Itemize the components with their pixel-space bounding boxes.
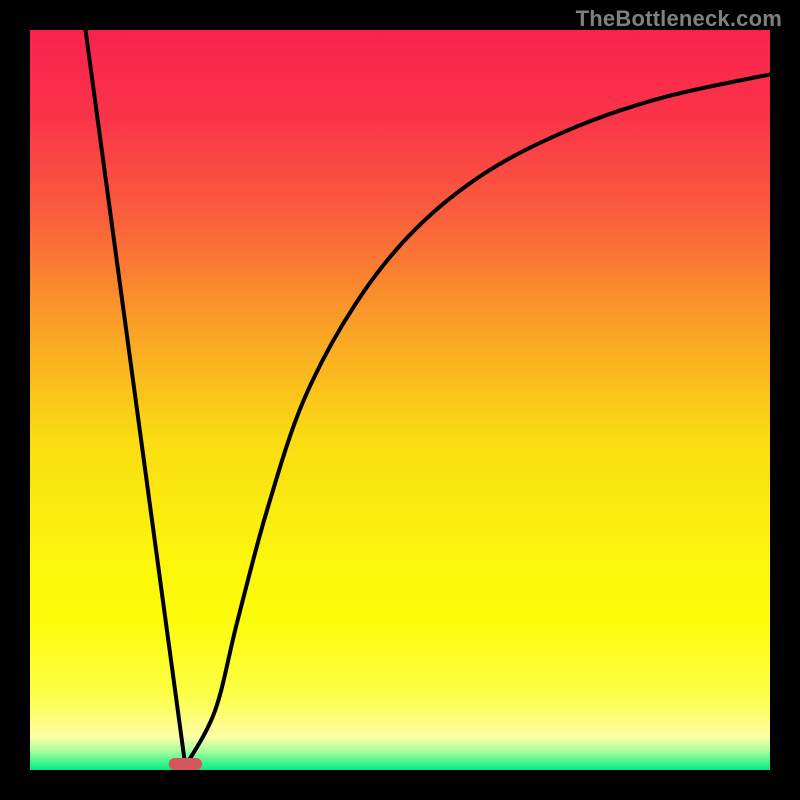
bottleneck-marker xyxy=(169,758,202,770)
chart-svg xyxy=(0,0,800,800)
watermark-label: TheBottleneck.com xyxy=(576,6,782,32)
chart-frame: TheBottleneck.com xyxy=(0,0,800,800)
plot-background xyxy=(30,30,770,770)
